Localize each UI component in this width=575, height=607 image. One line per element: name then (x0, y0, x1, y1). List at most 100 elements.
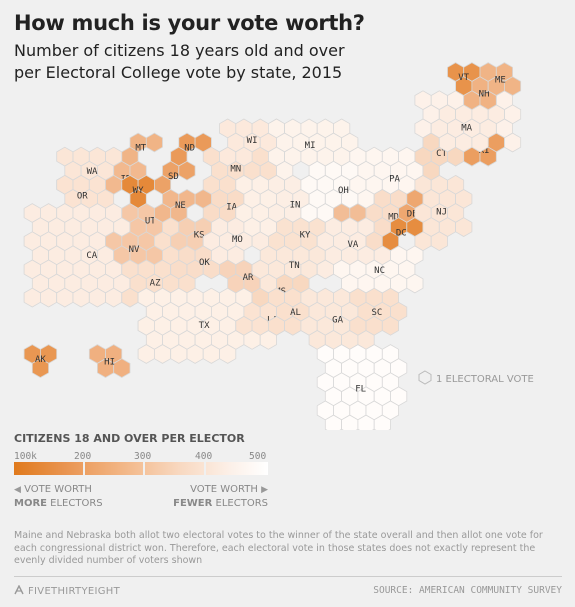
hex-cartogram: AKHIWAORCANVIDMTWYUTAZCONMNDSDNEKSOKTXMN… (23, 62, 522, 430)
state-label: NH (479, 90, 490, 100)
state-label: GA (332, 315, 343, 325)
legend-tick: 300 (134, 451, 152, 462)
legend-more-electors: ◀ VOTE WORTH MORE ELECTORS (14, 484, 103, 509)
state-label: MD (388, 212, 399, 222)
state-label: AK (35, 355, 46, 365)
state-label: CA (86, 251, 97, 261)
electoral-vote-hex (113, 358, 131, 378)
electoral-vote-hex (373, 414, 391, 430)
state-label: OK (199, 258, 210, 268)
electoral-vote-hex (430, 231, 448, 252)
state-tn: TN (251, 245, 343, 294)
chart-title: How much is your vote worth? (14, 11, 365, 35)
state-sd: SD (153, 160, 196, 195)
state-label: SD (168, 172, 179, 182)
state-vt: VT (447, 62, 481, 96)
fivethirtyeight-logo-icon (14, 585, 24, 595)
source-note: SOURCE: AMERICAN COMMUNITY SURVEY (373, 585, 562, 596)
state-me: ME (479, 62, 522, 96)
state-label: NJ (436, 208, 447, 218)
state-label: AZ (150, 279, 161, 289)
state-fl: FL (316, 344, 408, 430)
chart-subtitle: Number of citizens 18 years old and over… (14, 41, 345, 82)
state-nj: NJ (414, 174, 473, 252)
electoral-vote-hex (406, 273, 424, 294)
electoral-vote-hex (471, 132, 489, 153)
state-label: CT (436, 149, 447, 159)
legend-divider (143, 462, 145, 475)
state-hi: HI (88, 344, 131, 378)
legend-tick: 500 (249, 451, 267, 462)
state-label: MO (232, 235, 243, 245)
state-label: FL (355, 385, 366, 395)
legend-tick: 400 (195, 451, 213, 462)
electoral-vote-hex (381, 231, 400, 252)
legend-fewer-electors: VOTE WORTH ▶ FEWER ELECTORS (173, 484, 268, 509)
brand: FIVETHIRTYEIGHT (14, 585, 120, 597)
state-label: NV (129, 245, 140, 255)
electoral-vote-hex (121, 146, 139, 167)
legend-divider (204, 462, 206, 475)
footnote: Maine and Nebraska both allot two electo… (14, 530, 543, 566)
state-label: IN (290, 201, 301, 211)
electoral-vote-hex (137, 344, 155, 364)
electoral-vote-hex (31, 358, 49, 378)
state-dc: DC (381, 217, 424, 252)
state-label: OH (338, 186, 349, 196)
electoral-vote-hex (145, 132, 163, 153)
state-label: PA (389, 174, 400, 184)
state-label: MT (135, 144, 146, 154)
state-label: MN (230, 164, 241, 174)
state-ne: NE (153, 189, 212, 223)
legend-title: CITIZENS 18 AND OVER PER ELECTOR (14, 432, 245, 445)
hexagon-icon (418, 370, 432, 385)
state-label: DC (396, 228, 407, 238)
state-label: NE (175, 201, 186, 211)
state-ma: MA (430, 104, 505, 153)
electoral-vote-hex (422, 160, 440, 181)
state-label: VT (458, 73, 469, 83)
legend-tick: 200 (74, 451, 92, 462)
legend-divider (83, 462, 85, 475)
legend-color-bar (14, 462, 268, 475)
state-label: NC (374, 266, 385, 276)
state-label: VA (347, 240, 358, 250)
legend-tick: 100k (14, 451, 37, 462)
state-label: TX (199, 321, 210, 331)
electoral-vote-hex (235, 146, 253, 167)
state-sc: SC (349, 287, 408, 336)
right-triangle-icon: ▶ (261, 485, 268, 495)
state-label: WY (133, 186, 144, 196)
state-wy: WY (121, 174, 155, 209)
state-label: MA (461, 124, 472, 134)
state-label: ME (495, 76, 506, 86)
electoral-vote-key-label: 1 ELECTORAL VOTE (436, 374, 534, 385)
state-label: DE (407, 210, 418, 220)
state-label: WA (87, 167, 98, 177)
electoral-vote-hex (381, 315, 400, 336)
electoral-vote-hex (316, 259, 334, 280)
left-triangle-icon: ◀ (14, 485, 21, 495)
state-label: MI (305, 141, 316, 151)
state-label: ND (184, 144, 195, 154)
state-label: RI (479, 146, 490, 156)
electoral-vote-hex (178, 160, 196, 181)
state-label: TN (289, 261, 300, 271)
state-ak: AK (23, 344, 58, 378)
state-label: KY (300, 231, 311, 241)
state-label: KS (194, 231, 205, 241)
state-label: HI (104, 358, 115, 368)
state-label: IA (226, 203, 237, 213)
electoral-vote-hex (455, 217, 473, 237)
electoral-vote-hex (219, 344, 237, 364)
state-mt: MT (121, 132, 163, 167)
electoral-vote-hex (503, 76, 522, 96)
state-label: UT (145, 217, 156, 227)
state-label: WI (247, 136, 258, 146)
state-label: OR (77, 191, 88, 201)
footer-divider (14, 576, 562, 577)
state-mi: MI (267, 118, 359, 181)
electoral-vote-hex (23, 287, 41, 308)
state-label: AR (243, 273, 254, 283)
state-label: SC (371, 308, 382, 318)
